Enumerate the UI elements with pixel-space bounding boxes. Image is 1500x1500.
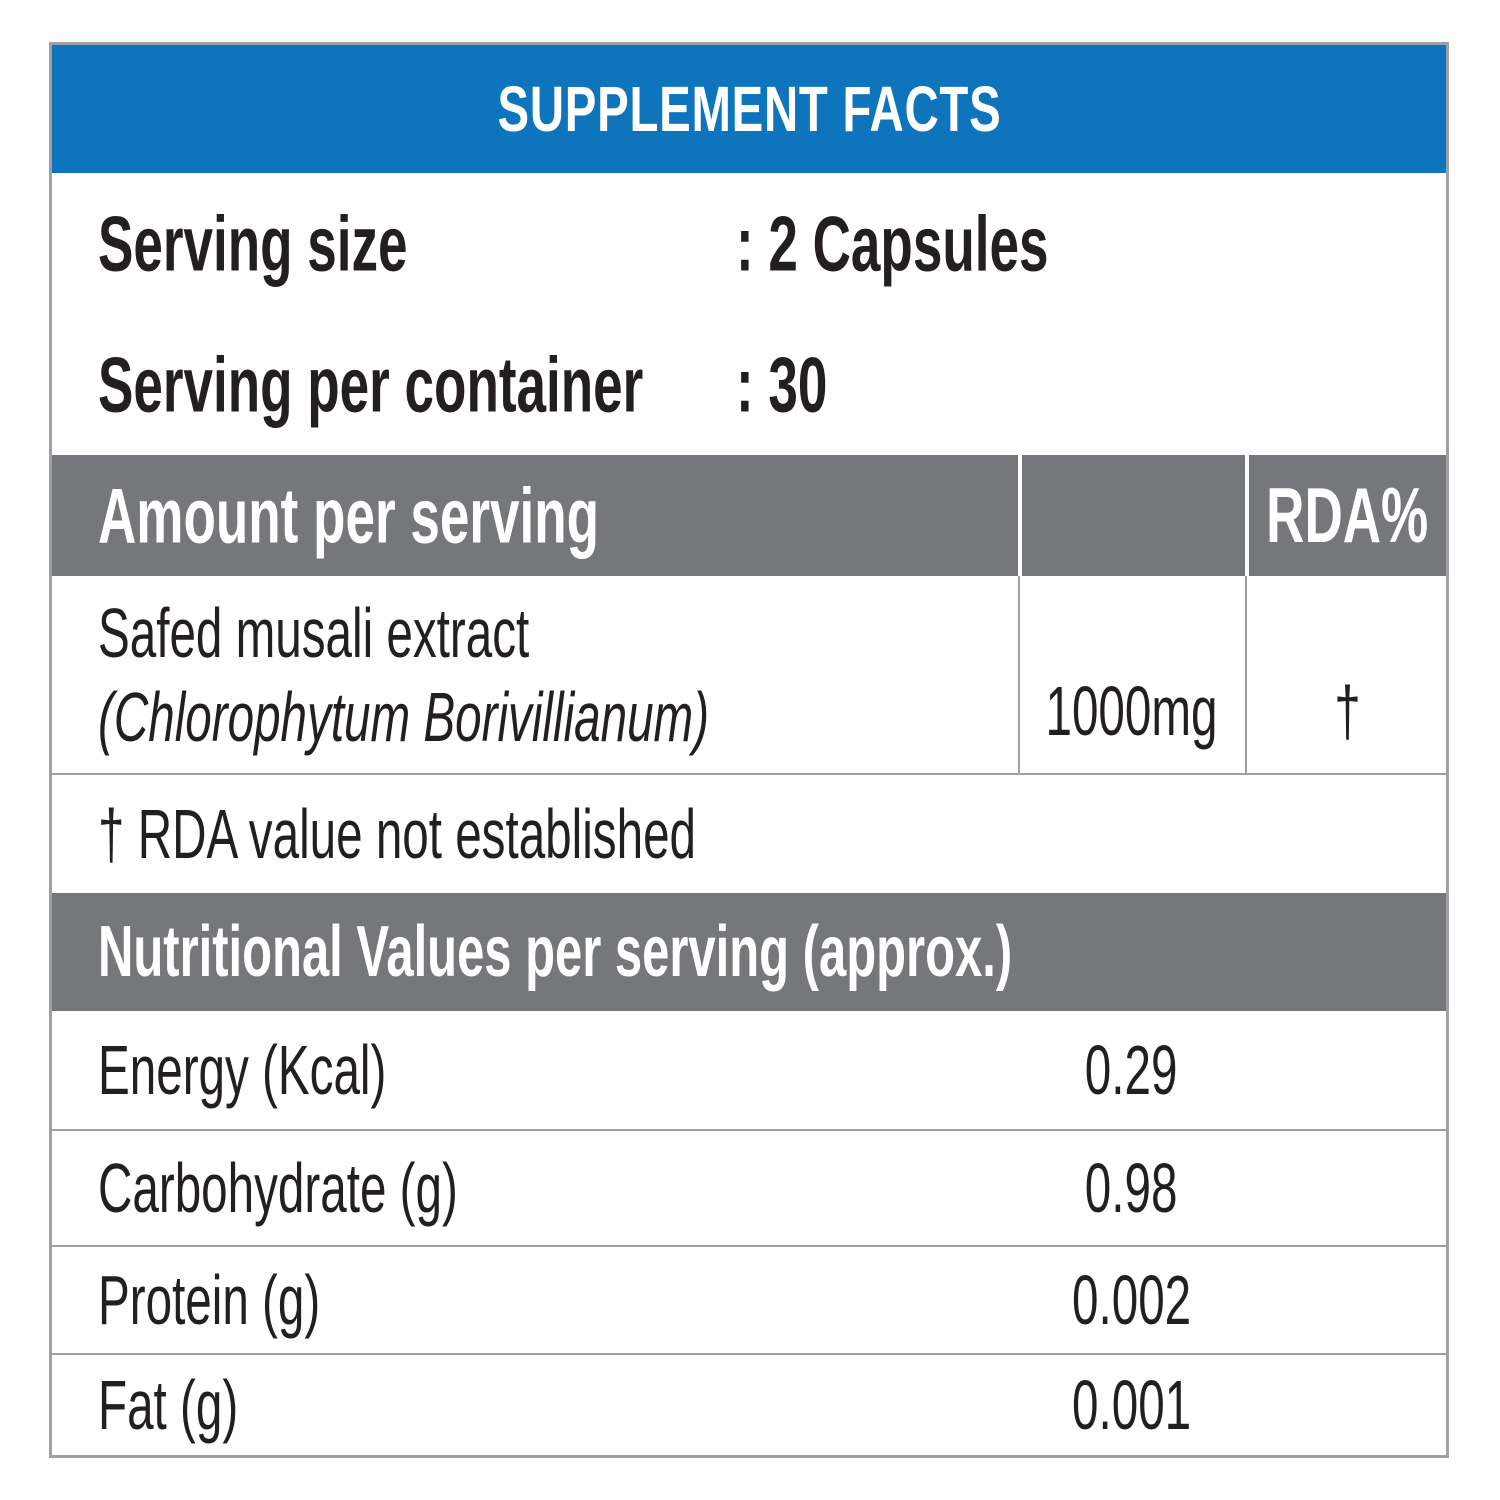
rda-note-row: † RDA value not established	[52, 775, 1446, 893]
nutrition-row-fat: Fat (g) 0.001	[52, 1355, 1446, 1455]
nutrition-value-cell: 0.002	[1018, 1247, 1245, 1353]
column-divider	[1245, 576, 1247, 773]
nutrition-row-protein: Protein (g) 0.002	[52, 1247, 1446, 1355]
serving-size-value: : 2 Capsules	[736, 199, 1049, 287]
ingredient-name-cell: Safed musali extract (Chlorophytum Boriv…	[52, 576, 1018, 773]
column-divider	[1245, 455, 1249, 576]
nutrition-value-cell: 0.98	[1018, 1131, 1245, 1245]
nutrition-value: 0.98	[1085, 1149, 1178, 1227]
nutrition-row-energy: Energy (Kcal) 0.29	[52, 1011, 1446, 1131]
serving-per-container-row: Serving per container : 30	[52, 314, 1446, 455]
nutrition-label: Carbohydrate (g)	[98, 1149, 458, 1227]
nutritional-values-header-bar: Nutritional Values per serving (approx.)	[52, 893, 1446, 1011]
nutrition-value: 0.002	[1071, 1261, 1192, 1339]
nutrition-label: Energy (Kcal)	[98, 1031, 387, 1109]
nutrition-value-cell: 0.29	[1018, 1011, 1245, 1129]
rda-header-label: RDA%	[1265, 471, 1429, 559]
nutrition-label: Protein (g)	[98, 1261, 321, 1339]
ingredient-row: Safed musali extract (Chlorophytum Boriv…	[52, 576, 1446, 775]
page-title: SUPPLEMENT FACTS	[497, 73, 1001, 145]
ingredient-amount: 1000mg	[1045, 672, 1218, 750]
serving-per-container-value: : 30	[736, 340, 828, 428]
rda-note-text: † RDA value not established	[98, 795, 697, 873]
nutrition-value: 0.001	[1071, 1366, 1192, 1444]
column-divider	[1018, 576, 1020, 773]
column-divider	[1018, 455, 1022, 576]
rda-header-cell: RDA%	[1245, 455, 1449, 576]
ingredient-name: Safed musali extract	[98, 593, 530, 672]
nutrition-label: Fat (g)	[98, 1366, 239, 1444]
ingredient-amount-cell: 1000mg	[1018, 576, 1245, 773]
nutrition-row-carbohydrate: Carbohydrate (g) 0.98	[52, 1131, 1446, 1247]
ingredient-rda-cell: †	[1245, 576, 1449, 773]
nutrition-value: 0.29	[1085, 1031, 1178, 1109]
serving-per-container-label: Serving per container	[98, 340, 644, 428]
nutrition-value-cell: 0.001	[1018, 1355, 1245, 1455]
ingredient-rda-dagger: †	[1333, 672, 1361, 750]
serving-size-row: Serving size : 2 Capsules	[52, 173, 1446, 314]
serving-size-label: Serving size	[98, 199, 408, 287]
ingredient-latin-name: (Chlorophytum Borivillianum)	[98, 677, 710, 756]
nutritional-values-header-label: Nutritional Values per serving (approx.)	[98, 912, 1013, 992]
amount-per-serving-header-bar: Amount per serving RDA%	[52, 455, 1446, 576]
title-bar: SUPPLEMENT FACTS	[52, 45, 1446, 173]
amount-per-serving-label: Amount per serving	[98, 471, 600, 559]
supplement-facts-label: SUPPLEMENT FACTS Serving size : 2 Capsul…	[49, 42, 1449, 1458]
